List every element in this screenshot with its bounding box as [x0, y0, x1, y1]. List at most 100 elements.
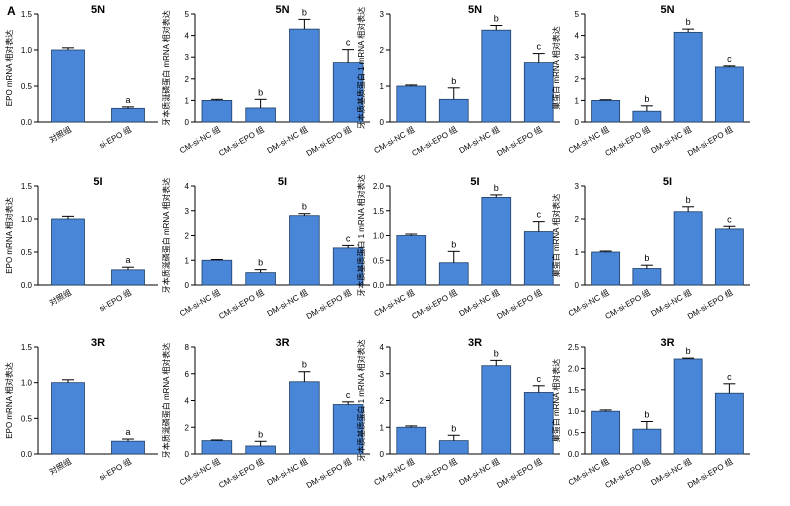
y-tick-label: 2: [185, 423, 190, 432]
category-label: CM-si-EPO 组: [603, 287, 652, 321]
category-label: CM-si-NC 组: [178, 456, 222, 487]
significance-label: b: [494, 183, 499, 193]
chart-title: 5N: [468, 4, 482, 16]
y-tick-label: 0: [380, 450, 385, 459]
bar: [201, 259, 233, 286]
y-tick-label: 1.5: [373, 207, 385, 216]
y-tick-label: 1.0: [373, 232, 385, 241]
category-label: CM-si-EPO 组: [217, 456, 266, 490]
y-axis-label: 巢蛋白 mRNA 相对表达: [551, 194, 561, 278]
significance-label: a: [125, 427, 130, 437]
bar: [396, 85, 427, 123]
y-tick-label: 4: [185, 182, 190, 191]
y-axis-label: 巢蛋白 mRNA 相对表达: [551, 359, 561, 443]
bar: [245, 107, 276, 123]
chart-title: 5I: [278, 176, 287, 188]
y-tick-label: 3: [380, 10, 385, 19]
significance-label: b: [302, 202, 307, 212]
category-label: CM-si-EPO 组: [410, 456, 459, 490]
y-axis-label: 巢蛋白 mRNA 相对表达: [551, 26, 561, 110]
category-label: si-EPO 组: [97, 456, 133, 482]
bar: [332, 247, 364, 286]
y-tick-label: 0.5: [373, 256, 385, 265]
significance-label: b: [644, 253, 649, 263]
panel-letter: A: [7, 4, 16, 18]
bar: [289, 215, 320, 286]
chart-2: 5N 0 1 2 3 4 5 牙本质涎磷蛋白 mRNA 相对表达 CM-si-NC 组 b CM-s…: [161, 4, 370, 158]
bar: [289, 381, 320, 455]
significance-label: b: [686, 346, 691, 356]
y-tick-label: 3: [185, 53, 190, 62]
significance-label: c: [537, 374, 542, 384]
bar: [523, 231, 554, 286]
y-tick-label: 1.5: [21, 10, 33, 19]
chart-title: 3R: [660, 337, 674, 349]
chart-title: 3R: [275, 337, 289, 349]
bar: [396, 235, 427, 286]
bar: [289, 28, 320, 123]
significance-label: b: [451, 76, 456, 86]
y-tick-label: 5: [185, 10, 190, 19]
category-label: CM-si-EPO 组: [603, 456, 652, 490]
significance-label: b: [451, 423, 456, 433]
y-axis-label: EPO mRNA 相对表达: [4, 197, 14, 273]
significance-label: b: [302, 360, 307, 370]
significance-label: c: [727, 54, 732, 64]
bar: [673, 31, 703, 123]
category-label: DM-si-NC 组: [265, 456, 309, 487]
significance-label: c: [537, 42, 542, 52]
y-tick-label: 0: [575, 118, 580, 127]
significance-label: b: [644, 409, 649, 419]
y-tick-label: 0.0: [21, 450, 33, 459]
category-label: DM-si-NC 组: [265, 124, 309, 155]
category-label: si-EPO 组: [97, 287, 133, 313]
y-tick-label: 2: [380, 46, 385, 55]
significance-label: b: [258, 87, 263, 97]
bar: [481, 196, 512, 286]
category-label: CM-si-NC 组: [178, 124, 222, 155]
significance-label: b: [451, 239, 456, 249]
y-tick-label: 1.5: [21, 343, 33, 352]
bar: [632, 268, 662, 286]
y-tick-label: 0: [575, 281, 580, 290]
chart-title: 5I: [663, 176, 672, 188]
y-axis-label: 牙本质基质蛋白 1 mRNA 相对表达: [356, 339, 366, 461]
bar: [523, 62, 554, 123]
y-tick-label: 0.0: [21, 281, 33, 290]
category-label: DM-si-EPO 组: [304, 456, 353, 490]
category-label: CM-si-EPO 组: [217, 124, 266, 158]
significance-label: c: [537, 210, 542, 220]
significance-label: c: [727, 372, 732, 382]
bar: [591, 100, 621, 123]
y-tick-label: 1.0: [21, 379, 33, 388]
bar: [481, 365, 512, 455]
bar: [591, 251, 621, 286]
bar: [438, 262, 469, 286]
bar: [481, 29, 512, 123]
category-label: DM-si-EPO 组: [495, 456, 544, 490]
bar: [332, 62, 364, 123]
bar: [673, 211, 703, 286]
bar: [632, 110, 662, 123]
category-label: DM-si-EPO 组: [495, 287, 544, 321]
y-tick-label: 0: [185, 118, 190, 127]
category-label: si-EPO 组: [97, 124, 133, 150]
significance-label: b: [302, 7, 307, 17]
y-tick-label: 0.5: [21, 248, 33, 257]
bar: [396, 426, 427, 455]
y-axis-label: 牙本质基质蛋白 1 mRNA 相对表达: [356, 7, 366, 129]
y-axis-label: EPO mRNA 相对表达: [4, 362, 14, 438]
category-label: DM-si-EPO 组: [495, 124, 544, 158]
y-tick-label: 2: [575, 75, 580, 84]
y-tick-label: 1.5: [568, 386, 580, 395]
bar: [201, 100, 233, 123]
bar: [245, 272, 276, 286]
category-label: CM-si-EPO 组: [603, 124, 652, 158]
category-label: 对照组: [47, 287, 73, 308]
bar: [51, 218, 85, 286]
y-axis-label: EPO mRNA 相对表达: [4, 30, 14, 106]
